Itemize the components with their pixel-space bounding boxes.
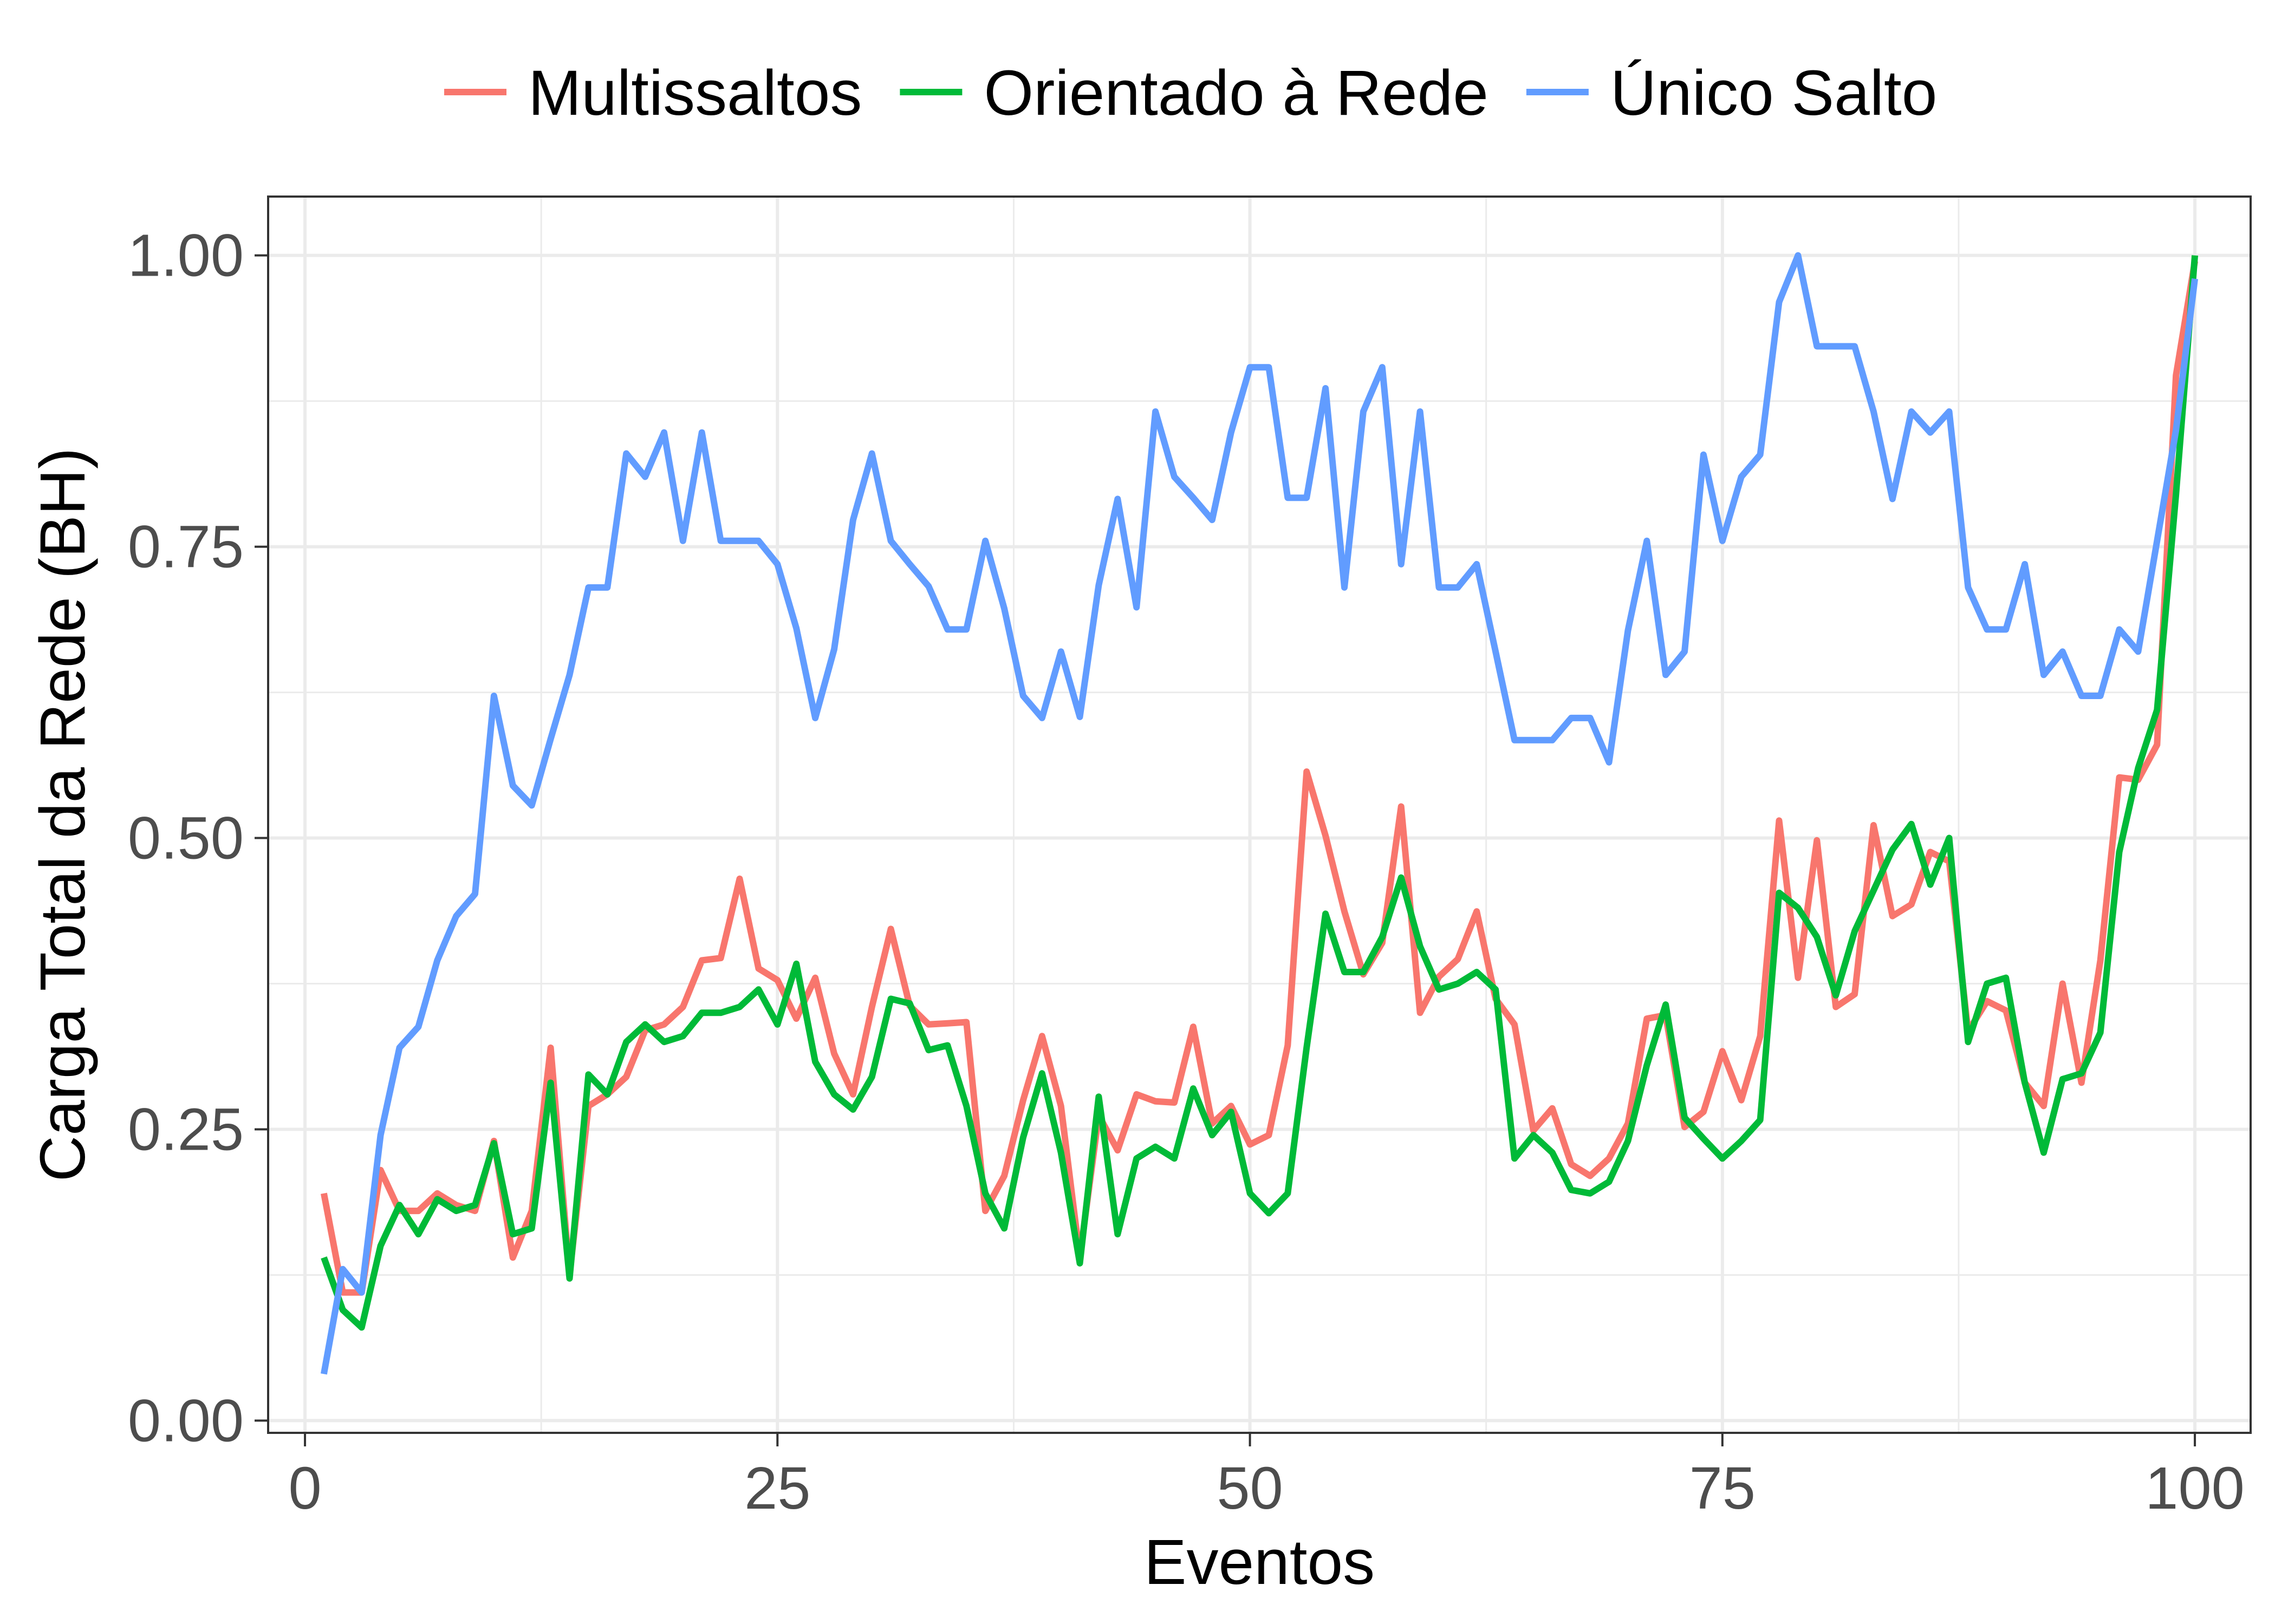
- legend-item-orientado-a-rede: Orientado à Rede: [900, 57, 1488, 129]
- x-tick-label: 0: [288, 1455, 321, 1522]
- legend: Multissaltos Orientado à Rede Único Salto: [444, 57, 1937, 129]
- series-layer: [320, 252, 2199, 1375]
- y-tick-label: 0.25: [128, 1096, 244, 1163]
- axis-ticks: [255, 254, 2196, 1446]
- y-tick-label: 1.00: [128, 223, 244, 289]
- legend-label: Orientado à Rede: [984, 57, 1488, 129]
- y-tick-label: 0.00: [128, 1387, 244, 1454]
- y-axis-title: Carga Total da Rede (BH): [27, 448, 99, 1182]
- legend-item-unico-salto: Único Salto: [1526, 57, 1937, 129]
- y-tick-label: 0.75: [128, 514, 244, 581]
- x-tick-label: 25: [744, 1455, 810, 1522]
- series-line-orientado-a-rede: [321, 255, 2199, 1331]
- y-tick-label: 0.50: [128, 805, 244, 872]
- legend-item-multissaltos: Multissaltos: [444, 57, 862, 129]
- legend-label: Único Salto: [1610, 57, 1937, 129]
- x-tick-label: 75: [1689, 1455, 1756, 1522]
- x-axis-title: Eventos: [1144, 1527, 1375, 1598]
- grid-minor: [268, 197, 2251, 1433]
- x-tick-label: 50: [1217, 1455, 1283, 1522]
- x-tick-labels: 0 25 50 75 100: [288, 1455, 2244, 1522]
- x-tick-label: 100: [2145, 1455, 2245, 1522]
- y-tick-labels: 0.00 0.25 0.50 0.75 1.00: [128, 223, 244, 1455]
- grid-major: [268, 197, 2251, 1433]
- series-line-unico-salto: [320, 252, 2199, 1375]
- legend-label: Multissaltos: [528, 57, 862, 129]
- panel-border: [267, 195, 2252, 1434]
